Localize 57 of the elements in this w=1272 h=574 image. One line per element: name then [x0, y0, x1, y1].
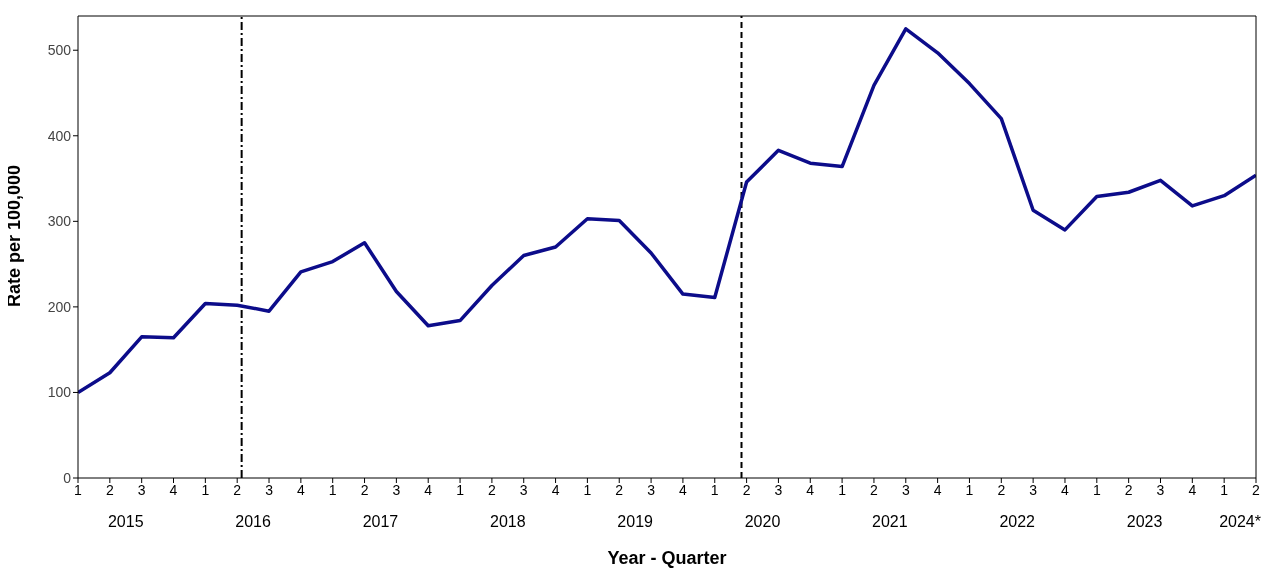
line-series [78, 27, 1256, 395]
x-tick-label: 2 [1252, 481, 1261, 498]
x-tick-label: 4 [679, 481, 688, 498]
x-tick-label: 2 [742, 481, 751, 498]
x-tick-label: 3 [647, 481, 656, 498]
x-axis-title: Year - Quarter [607, 548, 727, 568]
x-tick-label: 1 [456, 481, 465, 498]
text: 2017 [362, 513, 399, 531]
x-tick-label: 2 [615, 481, 624, 498]
text: 2018 [490, 513, 526, 531]
x-tick-label: 4 [169, 481, 178, 498]
x-tick-label: 2 [487, 481, 496, 498]
x-tick-label: 2 [360, 481, 369, 498]
x-tick-label: 4 [551, 481, 560, 498]
text: 2015 [107, 513, 144, 531]
y-tick-label: 0 [63, 469, 72, 486]
text: 2024* [1219, 513, 1261, 531]
y-tick-label: 400 [47, 127, 72, 144]
x-tick-label: 1 [201, 481, 210, 498]
y-tick-label: 300 [47, 213, 72, 230]
x-tick-label: 2 [997, 481, 1006, 498]
text: 2023 [1126, 513, 1163, 531]
text: 2019 [617, 513, 654, 531]
x-tick-label: 2 [1124, 481, 1133, 498]
x-tick-label: 1 [583, 481, 592, 498]
x-tick-label: 2 [870, 481, 879, 498]
x-tick-label: 1 [74, 481, 83, 498]
x-tick-label: 3 [774, 481, 783, 498]
x-tick-label: 4 [806, 481, 815, 498]
y-tick-label: 500 [47, 42, 72, 59]
x-tick-label: 1 [1220, 481, 1229, 498]
x-tick-label: 1 [838, 481, 847, 498]
text: 2016 [235, 513, 272, 531]
x-tick-label: 2 [105, 481, 114, 498]
y-tick-label: 200 [47, 298, 72, 315]
x-tick-label: 3 [901, 481, 910, 498]
y-axis-title: Rate per 100,000 [4, 164, 25, 307]
x-tick-label: 3 [137, 481, 146, 498]
x-tick-label: 3 [519, 481, 528, 498]
x-tick-label: 4 [1188, 481, 1197, 498]
x-tick-label: 1 [1092, 481, 1101, 498]
x-tick-label: 3 [392, 481, 401, 498]
text: 2020 [744, 513, 781, 531]
x-tick-label: 3 [1156, 481, 1165, 498]
x-tick-label: 1 [710, 481, 719, 498]
text: 2022 [999, 513, 1036, 531]
x-tick-label: 4 [1061, 481, 1070, 498]
x-tick-label: 4 [424, 481, 433, 498]
x-tick-label: 3 [265, 481, 274, 498]
text: 2021 [872, 513, 908, 531]
x-tick-label: 1 [965, 481, 974, 498]
x-tick-label: 3 [1029, 481, 1038, 498]
x-tick-label: 2 [233, 481, 242, 498]
x-tick-label: 4 [933, 481, 942, 498]
y-tick-label: 100 [47, 384, 72, 401]
x-tick-label: 1 [328, 481, 337, 498]
x-tick-label: 4 [296, 481, 305, 498]
